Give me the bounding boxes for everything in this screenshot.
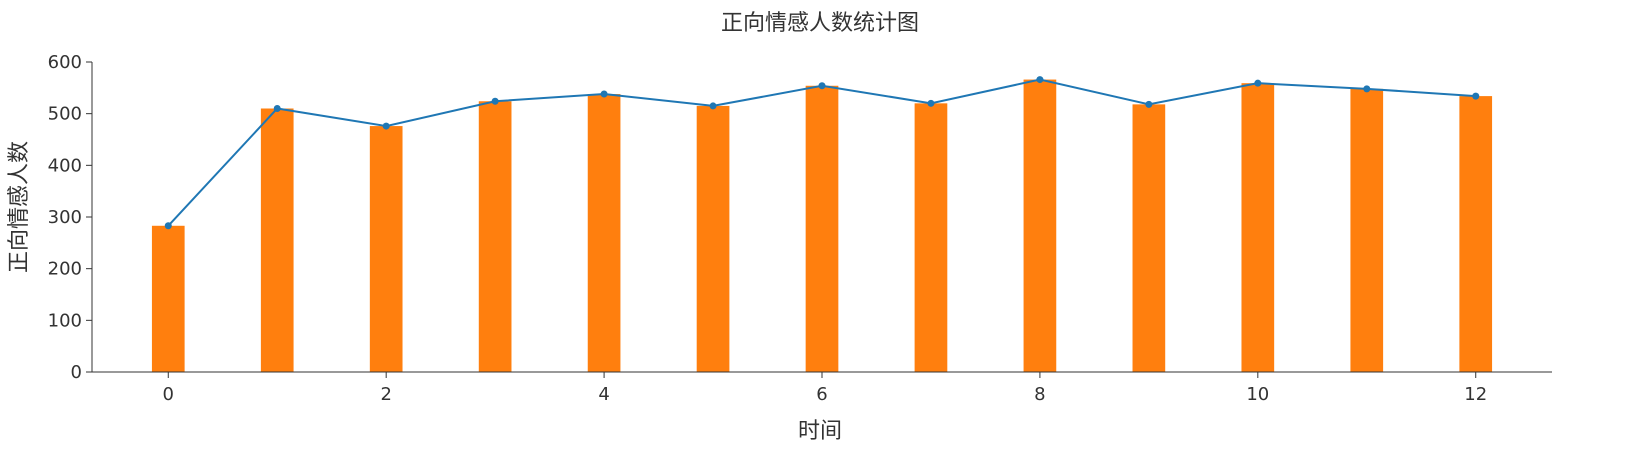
line-point: [491, 97, 499, 105]
x-tick-label: 0: [163, 384, 174, 405]
y-tick-label: 0: [71, 362, 82, 383]
y-tick-label: 500: [48, 104, 82, 125]
bar: [805, 85, 839, 373]
y-tick-label: 100: [48, 310, 82, 331]
line-point: [600, 90, 608, 98]
line-point: [1145, 100, 1153, 108]
x-axis-title: 时间: [798, 419, 842, 444]
bar: [1241, 83, 1275, 372]
line-point: [1472, 92, 1480, 100]
line-point: [1036, 76, 1044, 84]
x-tick-label: 6: [816, 384, 827, 405]
bar: [478, 101, 512, 373]
line-point: [1254, 79, 1262, 87]
y-tick-label: 400: [48, 155, 82, 176]
y-tick-label: 600: [48, 52, 82, 73]
line-point: [927, 99, 935, 107]
x-tick-label: 10: [1246, 384, 1269, 405]
x-tick-label: 12: [1464, 384, 1487, 405]
bar: [369, 126, 403, 372]
x-tick-label: 2: [380, 384, 391, 405]
line-point: [709, 102, 717, 110]
line-point: [818, 82, 826, 90]
bar: [1023, 79, 1057, 373]
bar: [1132, 104, 1166, 372]
x-tick-label: 8: [1034, 384, 1045, 405]
bar: [260, 108, 294, 372]
line-point: [273, 105, 281, 112]
y-axis-title: 正向情感人数: [7, 141, 32, 273]
bar: [1459, 96, 1493, 372]
bar: [1350, 88, 1384, 372]
line-point: [1363, 85, 1371, 93]
x-tick-label: 4: [598, 384, 609, 405]
y-axis-ticks: 0 100 200 300 400 500 600: [48, 52, 92, 383]
bar: [151, 225, 185, 372]
bar: [587, 94, 621, 373]
y-tick-label: 200: [48, 259, 82, 280]
line-point: [164, 222, 172, 230]
y-tick-label: 300: [48, 207, 82, 228]
bar: [696, 105, 730, 373]
chart-title: 正向情感人数统计图: [721, 11, 919, 36]
bar-series: [151, 79, 1493, 373]
line-series: [164, 76, 1480, 230]
bar: [914, 103, 948, 372]
x-axis-ticks: 0 2 4 6 8 10 12: [163, 372, 1487, 405]
line-point: [382, 122, 390, 130]
